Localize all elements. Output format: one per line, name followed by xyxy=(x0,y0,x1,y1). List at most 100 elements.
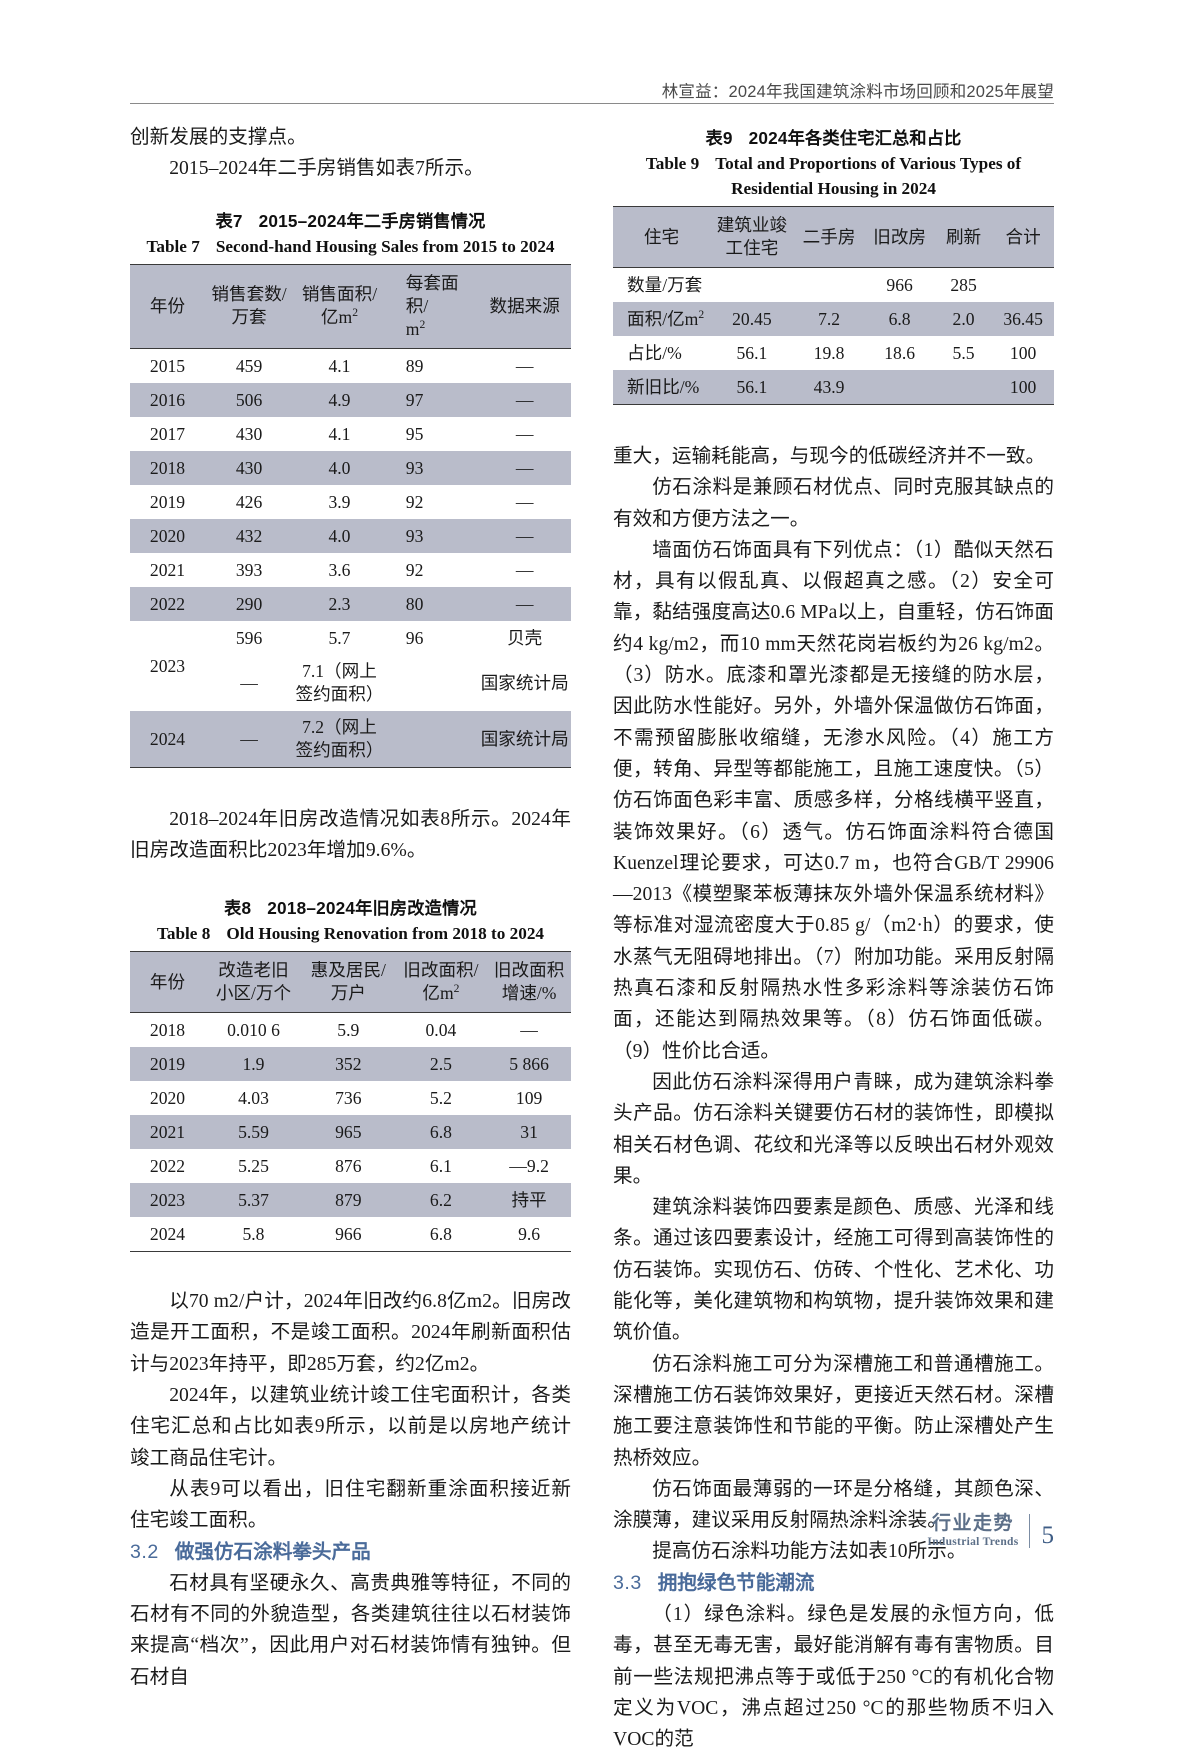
table8-col-households: 惠及居民/ 万户 xyxy=(301,951,395,1013)
paragraph-right-4: 因此仿石涂料深得用户青睐，成为建筑涂料拳头产品。仿石涂料关键要仿石材的装饰性，即… xyxy=(613,1071,1054,1187)
table9-head: 住宅 建筑业竣 工住宅 二手房 旧改房 xyxy=(613,206,1054,268)
cell-new-built: 56.1 xyxy=(710,370,794,405)
cell-area: 6.1 xyxy=(429,1156,452,1177)
cell-renovated: 18.6 xyxy=(884,343,916,363)
table7-col-year: 年份 xyxy=(130,263,205,349)
table8-col-communities: 改造老旧 小区/万个 xyxy=(204,951,302,1013)
running-head: 林宣益：2024年我国建筑涂料市场回顾和2025年展望 xyxy=(661,83,1054,101)
cell-row-label: 面积/亿m2 xyxy=(613,302,711,336)
paragraph-right-5: 建筑涂料装饰四要素是颜色、质感、光泽和线条。通过该四要素设计，经施工可得到高装饰… xyxy=(613,1197,1054,1344)
table8-col-households-l2: 万户 xyxy=(330,983,366,1004)
table8: 年份 改造老旧 小区/万个 惠及居民/ 万户 旧改面积/ xyxy=(130,951,571,1253)
table-row: 面积/亿m2 20.45 7.2 6.8 2.0 36.45 xyxy=(613,302,1054,336)
cell-new-built: 20.45 xyxy=(710,302,794,336)
cell-year: 2016 xyxy=(130,382,205,417)
cell-households: 966 xyxy=(301,1217,395,1253)
table-row: 2024 5.8 966 6.8 9.6 xyxy=(130,1217,571,1253)
cell-row-label: 数量/万套 xyxy=(627,275,703,295)
cell-communities: 5.59 xyxy=(204,1115,302,1150)
cell-per-unit xyxy=(386,655,479,711)
section-title-3-2: 做强仿石涂料拳头产品 xyxy=(174,1540,371,1563)
section-number-3-2: 3.2 xyxy=(130,1540,159,1563)
cell-area: 4.0 xyxy=(293,518,386,553)
cell-units: 393 xyxy=(235,559,263,580)
cell-communities: 4.03 xyxy=(238,1088,269,1109)
table8-col-households-l1: 惠及居民/ xyxy=(310,960,386,981)
cell-per-unit: 93 xyxy=(385,518,479,553)
cell-communities: 0.010 6 xyxy=(227,1020,280,1041)
two-column-layout: 创新发展的支撑点。 2015–2024年二手房销售如表7所示。 表7 2015–2… xyxy=(130,122,1054,1755)
cell-area: 5.2 xyxy=(429,1088,452,1109)
right-column: 表9 2024年各类住宅汇总和占比 Table 9 Total and Propor… xyxy=(613,122,1054,1755)
cell-new-built xyxy=(710,268,794,303)
table-row: 2020 4.03 736 5.2 109 xyxy=(130,1081,571,1115)
cell-communities: 5.25 xyxy=(238,1156,269,1177)
table8-col-area: 旧改面积/ 亿m2 xyxy=(394,951,488,1013)
table7-col-per-unit-l1: 每套面积/ xyxy=(405,272,459,316)
table9-col-total-text: 合计 xyxy=(1005,226,1041,247)
table-row: 2016 506 4.9 97 — xyxy=(130,382,571,417)
cell-growth: —9.2 xyxy=(509,1156,549,1177)
cell-units: 430 xyxy=(204,450,294,485)
page-footer: 行业走势 Industrial Trends 5 xyxy=(130,1514,1054,1548)
table8-head: 年份 改造老旧 小区/万个 惠及居民/ 万户 旧改面积/ xyxy=(130,951,571,1013)
paragraph-right-2: 仿石涂料是兼顾石材优点、同时克服其缺点的有效和方便方法之一。 xyxy=(613,477,1054,530)
table-row: 2015 459 4.1 89 — xyxy=(130,348,571,383)
table9-caption-cn: 表9 2024年各类住宅汇总和占比 xyxy=(613,126,1054,151)
cell-growth: — xyxy=(520,1020,538,1041)
cell-year: 2018 xyxy=(130,450,205,485)
table-row: 2023 596 5.7 96 贝壳 xyxy=(130,621,571,676)
cell-year-2023: 2023 xyxy=(149,655,186,676)
cell-source: 贝壳 xyxy=(507,627,543,648)
cell-area-l1: 7.1（网上 xyxy=(302,660,377,681)
cell-row-label: 占比/% xyxy=(627,343,682,363)
cell-households: 876 xyxy=(335,1156,362,1177)
cell-per-unit: 89 xyxy=(405,355,424,376)
cell-area: 7.2（网上 签约面积） xyxy=(293,710,386,768)
cell-growth: 5 866 xyxy=(487,1047,571,1082)
table7-col-source: 数据来源 xyxy=(478,263,571,349)
table-row: 2021 393 3.6 92 — xyxy=(130,553,571,587)
footer-brand-en: Industrial Trends xyxy=(927,1535,1019,1548)
cell-area: 4.0 xyxy=(293,450,386,485)
cell-households: 965 xyxy=(301,1115,395,1150)
cell-source: — xyxy=(515,355,534,376)
paragraph-left-3: 2018–2024年旧房改造情况如表8所示。2024年旧房改造面积比2023年增… xyxy=(130,808,571,861)
table9-col-second-hand-text: 二手房 xyxy=(802,226,856,247)
cell-area: 6.8 xyxy=(394,1217,488,1253)
table8-caption-cn: 表8 2018–2024年旧房改造情况 xyxy=(130,896,571,921)
table-row: — 7.1（网上 签约面积） 国家统计局 xyxy=(130,655,571,711)
table7-col-area-l1: 销售面积/ xyxy=(301,284,378,305)
table9-label-en: Table 9 xyxy=(645,154,700,173)
table8-col-area-l2: 亿m2 xyxy=(422,982,460,1004)
table7-head: 年份 销售套数/ 万套 销售面积/ 亿m2 每套面积/ xyxy=(130,263,571,349)
cell-area-l2: 签约面积） xyxy=(295,683,384,704)
cell-area: 4.1 xyxy=(328,423,351,444)
paragraph-right-7: 仿石饰面最薄弱的一环是分格缝，其颜色深、涂膜薄，建议采用反射隔热涂料涂装。 xyxy=(613,1478,1054,1532)
cell-year: 2019 xyxy=(149,491,186,512)
section-title-3-3: 拥抱绿色节能潮流 xyxy=(657,1571,815,1594)
table-row: 2017 430 4.1 95 — xyxy=(130,417,571,451)
cell-area: 5.7 xyxy=(328,627,351,648)
cell-growth: 109 xyxy=(515,1088,543,1109)
cell-households: 879 xyxy=(301,1183,395,1218)
footer-brand: 行业走势 Industrial Trends xyxy=(927,1514,1030,1548)
table7-col-units: 销售套数/ 万套 xyxy=(204,263,294,349)
paragraph-left-2: 2015–2024年二手房销售如表7所示。 xyxy=(169,158,484,180)
table9-caption-en-line2: Residential Housing in 2024 xyxy=(613,176,1054,201)
page-number: 5 xyxy=(1041,1522,1055,1549)
cell-source: 国家统计局 xyxy=(478,710,571,768)
cell-year: 2018 xyxy=(149,1020,186,1041)
section-heading-3-2: 3.2 做强仿石涂料拳头产品 xyxy=(130,1537,571,1568)
table-row: 2024 — 7.2（网上 签约面积） 国家统计局 xyxy=(130,710,571,768)
cell-year: 2023 xyxy=(130,1183,205,1218)
table7-col-source-text: 数据来源 xyxy=(489,295,560,316)
cell-year: 2022 xyxy=(130,586,205,621)
cell-total: 100 xyxy=(1009,343,1037,363)
cell-area: 3.9 xyxy=(328,491,351,512)
cell-growth: 31 xyxy=(487,1115,571,1150)
table9-label-cn: 表9 xyxy=(705,128,733,148)
document-page: 林宣益：2024年我国建筑涂料市场回顾和2025年展望 创新发展的支撑点。 20… xyxy=(130,83,1054,1750)
table8-label-cn: 表8 xyxy=(224,898,252,919)
table7-col-area-l2: 亿m2 xyxy=(320,306,358,328)
